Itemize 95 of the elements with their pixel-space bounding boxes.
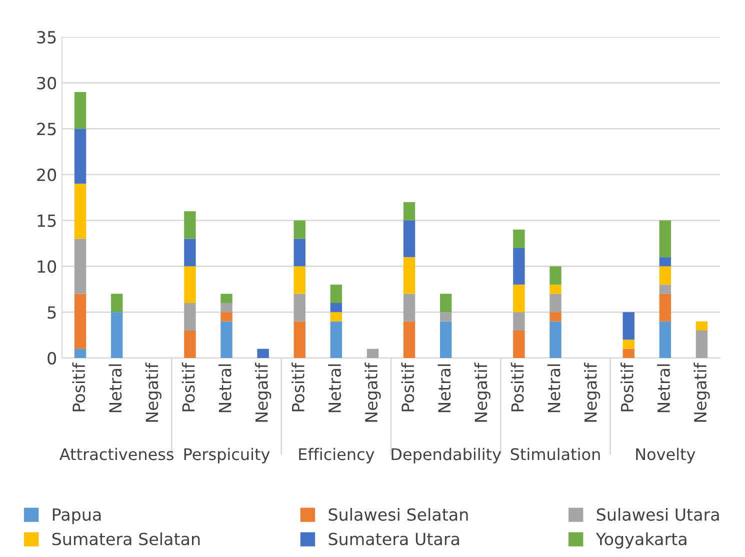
x-tick-label: Positif [292,362,304,412]
bar [74,238,86,294]
bar [184,266,196,303]
bar [74,348,86,358]
text: Efficiency [299,448,374,464]
bar [294,238,306,266]
bar [294,266,306,294]
bar [513,330,525,358]
y-tick-label: 15 [38,214,56,227]
x-tick-label: Netral [108,364,122,412]
y-tick-label: 0 [48,352,56,365]
bar [696,321,708,330]
bar [513,248,525,285]
bar [74,92,86,129]
x-tick-label: Positif [401,362,414,412]
x-tick-label: Positif [510,362,524,412]
bar [440,312,452,322]
legend-label: Sumatera Selatan [52,532,200,546]
bar [513,284,525,312]
bar [330,302,342,312]
bar [294,294,306,322]
x-tick-label: Netral [547,364,560,412]
bar [659,257,672,266]
bar [220,321,232,358]
text: Perspicuity [184,448,270,464]
bar [110,294,123,312]
bar [184,238,196,266]
bar [74,128,86,184]
bar [659,220,672,258]
x-tick-label: Netral [657,364,670,412]
y-tick-label: 35 [37,30,56,44]
bar [330,284,342,303]
legend-label: Sulawesi Utara [596,508,719,521]
text: Attractiveness [60,448,174,460]
bar [696,330,708,358]
bar [659,321,672,358]
y-tick-label: 5 [48,306,56,319]
legend-label: Papua [52,508,101,524]
bar [550,312,562,322]
bar [622,312,634,340]
bar [659,284,672,294]
bar [550,266,562,285]
bar [659,266,672,285]
bar [294,321,306,358]
text: Dependability [392,448,502,464]
x-tick-label: Netral [218,364,232,412]
bar [440,321,452,358]
x-tick-label: Positif [620,362,634,412]
bar [513,230,525,248]
bar [403,257,416,294]
bar [513,312,525,330]
bar [184,211,196,239]
bar [220,312,232,322]
y-tick-label: 20 [37,168,56,182]
bar [74,294,86,349]
x-tick-label: Negatif [254,362,272,422]
bar [550,321,562,358]
x-tick-label: Negatif [694,362,710,422]
bar [550,284,562,294]
bar [440,294,452,312]
bar [184,302,196,330]
bar [330,321,342,358]
bar [403,294,416,322]
x-tick-label: Netral [328,364,342,412]
legend-label: Sumatera Utara [328,532,459,546]
x-tick-label: Negatif [584,362,600,422]
bar [257,348,269,358]
bar [403,321,416,358]
bar [330,312,342,322]
y-tick-label: 25 [37,122,56,136]
text: Stimulation [510,448,600,460]
x-tick-label: Negatif [364,362,381,422]
text: Novelty [636,448,696,464]
bar [110,312,123,358]
bar [366,348,379,358]
y-tick-label: 10 [38,260,56,273]
bar [403,220,416,258]
y-tick-label: 30 [37,76,56,90]
x-tick-label: Negatif [145,362,162,422]
x-tick-label: Positif [182,362,195,412]
legend-label: Sulawesi Selatan [328,508,468,521]
bar [403,202,416,220]
bar [622,348,634,358]
bar [550,294,562,312]
legend-label: Yogyakarta [596,532,686,549]
bar [659,294,672,322]
x-tick-label: Netral [438,364,451,412]
x-tick-label: Negatif [474,362,490,422]
x-tick-label: Positif [72,362,86,412]
bar [220,294,232,303]
bar [294,220,306,239]
bar [622,340,634,349]
bar [220,302,232,312]
bar [74,184,86,239]
bar [184,330,196,358]
